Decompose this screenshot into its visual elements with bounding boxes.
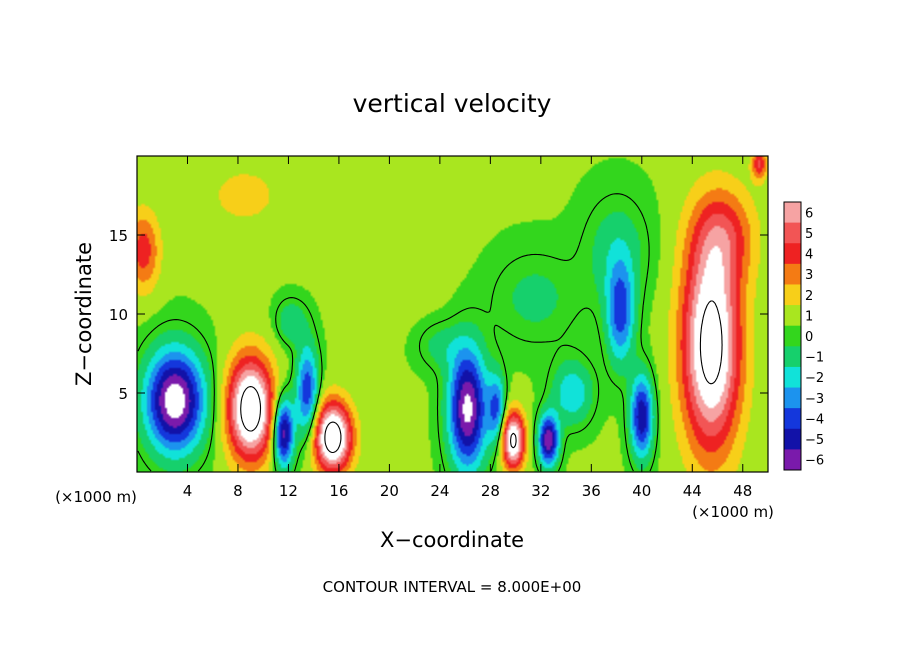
x-tick-label: 36	[582, 482, 601, 500]
x-axis-unit-left: (×1000 m)	[55, 488, 137, 506]
y-tick-label: 15	[109, 227, 128, 245]
colorbar-label: 6	[805, 206, 813, 221]
y-axis-ticks: 5 10 15	[109, 227, 768, 403]
x-axis-unit-right: (×1000 m)	[692, 503, 774, 521]
colorbar-label: 5	[805, 227, 813, 242]
colorbar-label: −3	[805, 392, 824, 407]
y-tick-label: 10	[109, 306, 128, 324]
x-tick-label: 24	[430, 482, 449, 500]
colorbar-label: 0	[805, 330, 813, 345]
colorbar-swatch	[784, 408, 801, 430]
x-tick-label: 48	[733, 482, 752, 500]
colorbar-label: −6	[805, 454, 824, 469]
colorbar-swatch	[784, 284, 801, 306]
colorbar-label: −4	[805, 412, 824, 427]
colorbar-label: −5	[805, 433, 824, 448]
colorbar-label: 3	[805, 268, 813, 283]
colorbar-frame	[783, 201, 802, 471]
x-tick-label: 8	[233, 482, 243, 500]
x-tick-label: 32	[531, 482, 550, 500]
colorbar-swatch	[784, 366, 801, 389]
velocity-heatmap	[137, 156, 768, 472]
colorbar-swatch	[784, 346, 801, 368]
y-tick-label: 5	[118, 385, 128, 403]
contour-interval-note: CONTOUR INTERVAL = 8.000E+00	[323, 578, 582, 596]
x-tick-label: 28	[481, 482, 500, 500]
colorbar-label: 1	[805, 309, 813, 324]
x-axis-ticks: 4 8 12 16 20 24 28 32 36 40 44 48	[183, 156, 752, 500]
contour-lines	[137, 193, 723, 472]
x-tick-label: 40	[632, 482, 651, 500]
colorbar-swatch	[784, 305, 801, 327]
x-tick-label: 44	[683, 482, 702, 500]
colorbar-swatch	[784, 202, 801, 224]
colorbar-label: 4	[805, 248, 813, 263]
y-axis-label: Z−coordinate	[72, 242, 96, 386]
x-tick-label: 12	[279, 482, 298, 500]
colorbar-label: 2	[805, 289, 813, 304]
x-axis-label: X−coordinate	[380, 528, 524, 552]
colorbar-swatch	[784, 449, 801, 471]
contour-positive	[240, 300, 723, 454]
chart-title: vertical velocity	[353, 89, 552, 118]
colorbar-swatch	[784, 243, 801, 265]
colorbar-swatch	[784, 222, 801, 244]
x-tick-label: 16	[329, 482, 348, 500]
colorbar-swatch	[784, 387, 801, 409]
x-tick-label: 20	[380, 482, 399, 500]
colorbar-swatch	[784, 428, 801, 450]
colorbar-label: −2	[805, 371, 824, 386]
colorbar-swatch	[784, 325, 801, 347]
colorbar: 6 5 4 3 2 1 0 −1 −2 −3 −4 −5 −6	[783, 201, 824, 471]
x-tick-label: 4	[183, 482, 193, 500]
contour-zero	[137, 193, 659, 472]
colorbar-swatch	[784, 263, 801, 285]
colorbar-label: −1	[805, 351, 824, 366]
plot-area	[136, 155, 769, 473]
